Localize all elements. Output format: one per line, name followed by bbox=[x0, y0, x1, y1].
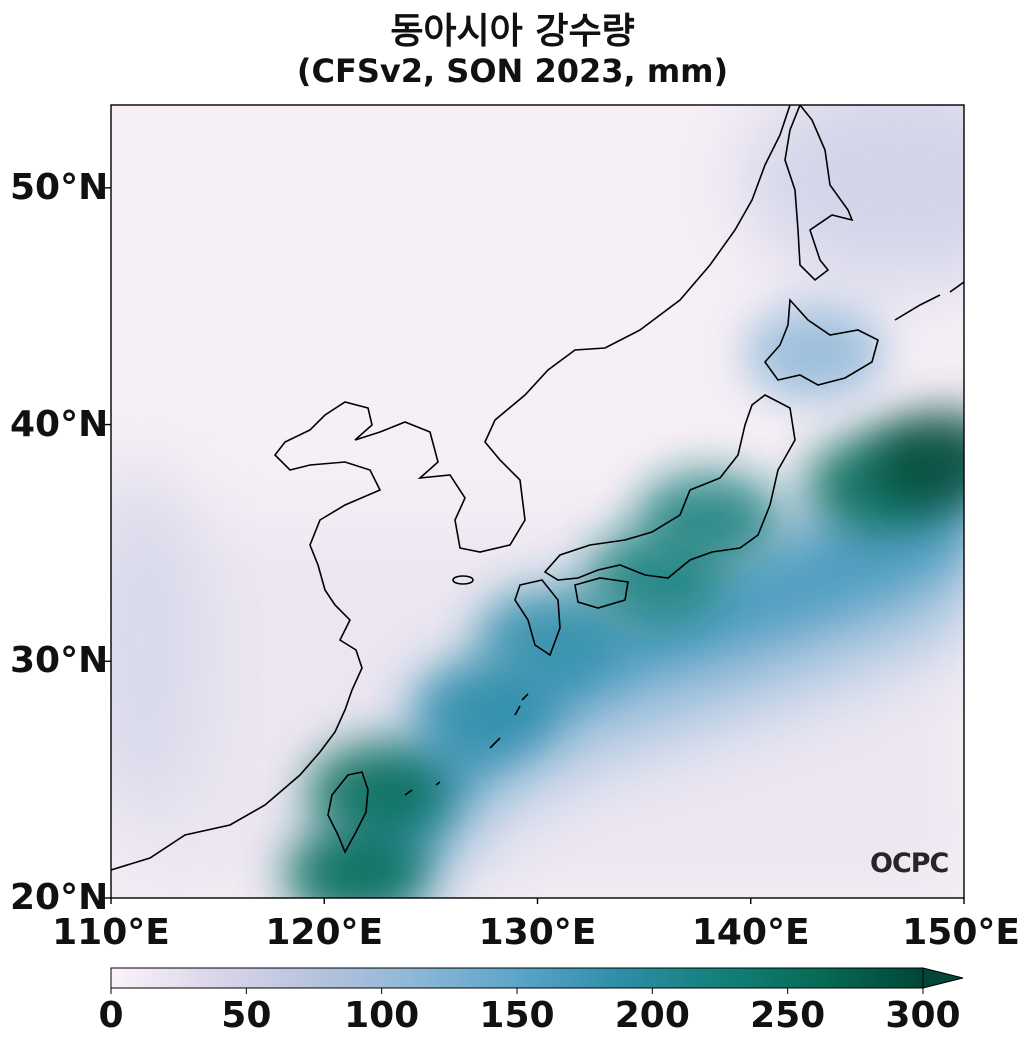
precip-zone bbox=[872, 412, 964, 509]
lon-tick-label: 140°E bbox=[691, 912, 810, 953]
lat-tick-label: 40°N bbox=[10, 403, 109, 445]
lon-tick-label: 130°E bbox=[478, 912, 597, 953]
precip-field bbox=[111, 105, 964, 898]
precip-zone bbox=[286, 826, 427, 898]
lon-tick-label: 110°E bbox=[52, 912, 170, 953]
colorbar-tick-label: 150 bbox=[479, 995, 555, 1036]
precip-zone bbox=[414, 660, 555, 757]
ocpc-logo: OCPC bbox=[870, 848, 949, 879]
precip-zone bbox=[744, 305, 885, 402]
lon-tick-label: 150°E bbox=[902, 912, 1020, 953]
colorbar bbox=[110, 967, 964, 994]
map-subtitle: (CFSv2, SON 2023, mm) bbox=[296, 52, 729, 90]
colorbar-tick-label: 200 bbox=[614, 995, 690, 1036]
map-title: 동아시아 강수량 bbox=[390, 11, 635, 52]
lon-tick-label: 120°E bbox=[265, 912, 384, 953]
precip-zone bbox=[478, 589, 619, 686]
colorbar-gradient bbox=[110, 967, 924, 989]
colorbar-tick-label: 300 bbox=[885, 995, 961, 1036]
precip-zone bbox=[307, 743, 448, 840]
colorbar-extend-arrow bbox=[922, 967, 964, 989]
colorbar-tick-label: 250 bbox=[750, 995, 826, 1036]
colorbar-tick-label: 100 bbox=[344, 995, 420, 1036]
precip-zone bbox=[638, 471, 779, 568]
lat-tick-label: 20°N bbox=[10, 877, 109, 918]
lat-tick-label: 30°N bbox=[10, 640, 109, 682]
coastlines bbox=[111, 105, 964, 871]
lat-tick-label: 50°N bbox=[10, 166, 109, 208]
colorbar-tick-label: 0 bbox=[98, 995, 124, 1036]
colorbar-tick-label: 50 bbox=[221, 995, 272, 1036]
